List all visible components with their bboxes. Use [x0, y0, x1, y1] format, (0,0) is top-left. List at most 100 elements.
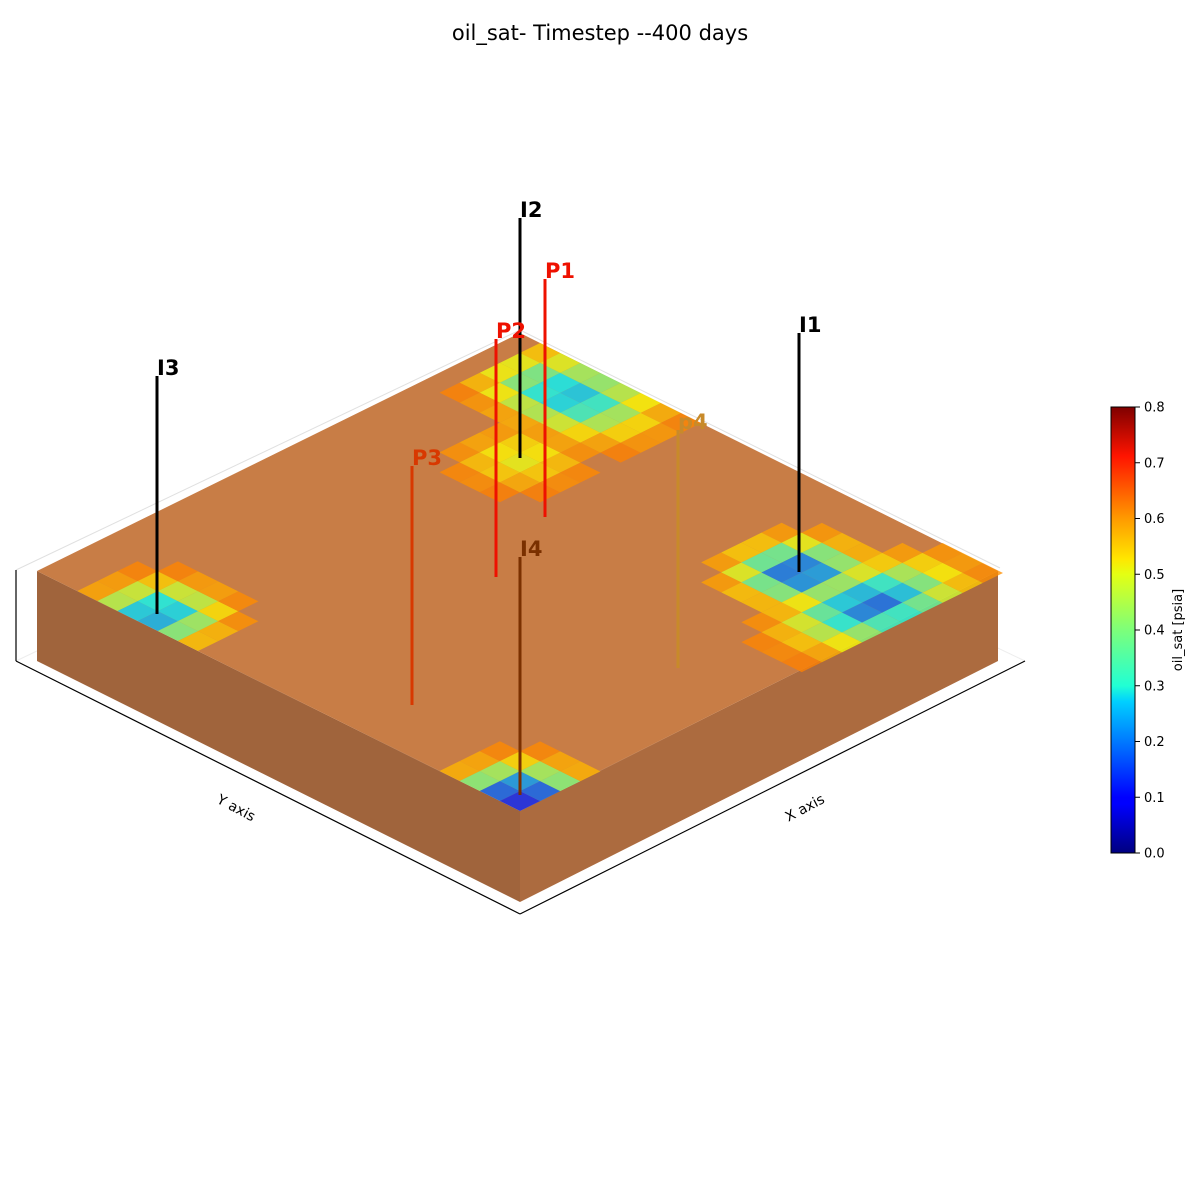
- saturation-cell: [620, 393, 661, 413]
- saturation-cell: [218, 591, 259, 612]
- saturation-cell: [540, 432, 581, 453]
- saturation-cell: [77, 581, 118, 601]
- saturation-cell: [660, 413, 702, 433]
- saturation-cell: [560, 363, 601, 383]
- saturation-cell: [862, 612, 903, 633]
- saturation-cell: [842, 542, 883, 563]
- well-label-i3: I3: [157, 356, 179, 380]
- saturation-cell: [741, 612, 782, 633]
- saturation-cell: [560, 462, 601, 483]
- saturation-cell: [741, 532, 782, 553]
- block-left-face: [37, 571, 520, 902]
- saturation-cell: [922, 582, 963, 603]
- saturation-cell: [942, 572, 983, 593]
- saturation-cell: [459, 472, 500, 493]
- saturation-cell: [499, 472, 541, 493]
- saturation-cell: [902, 572, 943, 593]
- saturation-cell: [842, 582, 883, 603]
- saturation-cell: [580, 412, 621, 433]
- saturation-cell: [198, 621, 239, 642]
- saturation-cell: [862, 552, 903, 573]
- saturation-cell: [479, 422, 520, 443]
- saturation-cell: [520, 382, 561, 403]
- colorbar-tick-label: 0.3: [1144, 679, 1165, 694]
- saturation-cell: [902, 592, 943, 613]
- saturation-cell: [721, 542, 762, 563]
- saturation-cell: [198, 601, 239, 622]
- saturation-cell: [540, 452, 581, 473]
- saturation-cell: [821, 632, 863, 653]
- saturation-cell: [801, 582, 842, 603]
- saturation-cell: [922, 562, 963, 583]
- saturation-cell: [842, 562, 883, 583]
- saturation-cell: [479, 781, 520, 801]
- saturation-cell: [801, 542, 842, 563]
- saturation-cell: [520, 741, 561, 762]
- saturation-cell: [218, 611, 259, 632]
- saturation-cell: [761, 542, 802, 563]
- saturation-cell: [479, 462, 520, 483]
- block-top-face: [37, 333, 998, 811]
- y-axis-label: Y axis: [213, 791, 258, 825]
- saturation-cell: [821, 552, 863, 573]
- saturation-cell: [761, 562, 802, 583]
- saturation-cell: [862, 572, 903, 593]
- saturation-cell: [580, 432, 621, 453]
- saturation-cell: [459, 452, 500, 473]
- saturation-cell: [600, 402, 641, 423]
- pane-edge-right: [519, 329, 1001, 569]
- saturation-cell: [459, 771, 500, 791]
- saturation-cell: [520, 402, 561, 423]
- chart-title: oil_sat- Timestep --400 days: [452, 21, 748, 46]
- saturation-cell: [761, 622, 802, 643]
- saturation-cell: [479, 482, 520, 503]
- x-axis-label: X axis: [783, 792, 828, 826]
- well-label-p2: P2: [496, 319, 526, 343]
- saturation-cells: [77, 343, 1003, 811]
- saturation-cell: [741, 552, 782, 573]
- saturation-cell: [459, 372, 500, 393]
- saturation-cell: [459, 751, 500, 772]
- saturation-cell: [520, 761, 561, 782]
- saturation-cell: [117, 581, 158, 602]
- saturation-cell: [882, 582, 923, 603]
- saturation-cell: [640, 422, 681, 443]
- saturation-cell: [177, 611, 219, 632]
- well-label-i1: I1: [799, 313, 821, 337]
- colorbar: 0.0 0.1 0.2 0.3 0.4 0.5 0.6 0.7 0.8 oil_sat [psi…: [1110, 401, 1186, 862]
- saturation-cell: [781, 592, 822, 613]
- saturation-cell: [600, 383, 641, 403]
- saturation-cell: [821, 532, 863, 553]
- saturation-cell: [157, 581, 198, 602]
- well-label-i2: I2: [520, 198, 542, 222]
- saturation-cell: [882, 602, 923, 623]
- saturation-cell: [741, 572, 782, 593]
- saturation-cell: [560, 442, 601, 463]
- saturation-cell: [761, 522, 802, 543]
- colorbar-tick-label: 0.5: [1144, 568, 1165, 583]
- saturation-cell: [741, 592, 782, 613]
- saturation-cell: [459, 432, 500, 453]
- saturation-cell: [580, 392, 621, 413]
- saturation-cell: [439, 462, 480, 483]
- saturation-cell: [479, 442, 520, 463]
- saturation-cell: [922, 543, 963, 563]
- colorbar-tick-label: 0.4: [1144, 624, 1165, 639]
- saturation-cell: [560, 761, 601, 782]
- saturation-cell: [177, 631, 219, 651]
- saturation-cell: [459, 392, 500, 413]
- saturation-cell: [882, 562, 923, 583]
- saturation-cell: [157, 621, 198, 641]
- saturation-cell: [580, 373, 621, 393]
- saturation-cell: [882, 542, 923, 563]
- reservoir-block: [37, 333, 998, 902]
- saturation-cell: [962, 563, 1003, 583]
- saturation-cell: [620, 432, 661, 453]
- saturation-cell: [479, 741, 520, 762]
- saturation-cell: [801, 562, 842, 583]
- well-label-p4: p4: [678, 410, 708, 434]
- saturation-cell: [560, 402, 601, 423]
- colorbar-tick-label: 0.6: [1144, 512, 1165, 527]
- well-label-p3: P3: [412, 446, 442, 470]
